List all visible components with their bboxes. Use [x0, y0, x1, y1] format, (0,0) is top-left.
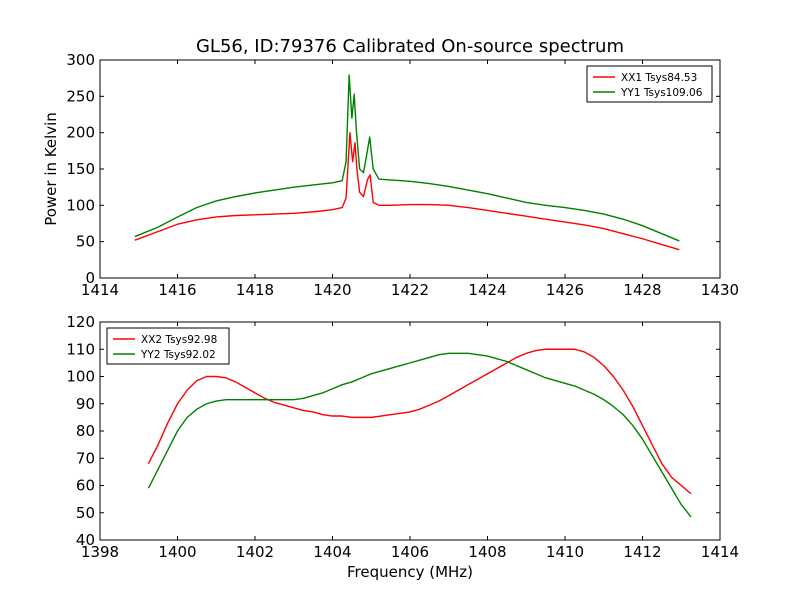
bottom-chart-y-tick-label: 110 — [66, 340, 95, 358]
bottom-chart-legend-label-1: XX2 Tsys92.98 — [141, 334, 217, 346]
top-chart-x-tick-label: 1418 — [236, 281, 274, 299]
top-chart-legend-label-1: XX1 Tsys84.53 — [621, 72, 697, 84]
bottom-chart-legend-box — [106, 327, 230, 365]
bottom-chart-x-tick-label: 1398 — [81, 543, 119, 561]
bottom-chart-panel: 1398 1400 1402 1404 1406 1408 1410 1412 1414 40 50… — [66, 313, 739, 561]
bottom-chart-series-line-2 — [147, 352, 692, 518]
top-chart-y-axis-label: Power in Kelvin — [42, 112, 60, 226]
top-chart-x-tick-label: 1426 — [546, 281, 584, 299]
bottom-chart-y-tick-label: 40 — [76, 531, 95, 549]
top-chart-x-tick-label: 1424 — [468, 281, 506, 299]
top-chart-y-tick-label: 0 — [85, 269, 95, 287]
top-chart-y-tick-label: 300 — [66, 51, 95, 69]
top-chart-x-tick-label: 1416 — [158, 281, 196, 299]
top-chart-y-tick-label: 150 — [66, 160, 95, 178]
bottom-chart-x-axis-label: Frequency (MHz) — [347, 563, 473, 581]
bottom-chart-x-tick-label: 1406 — [391, 543, 429, 561]
bottom-chart-series-line-1 — [147, 348, 692, 495]
bottom-chart-y-tick-label: 60 — [76, 477, 95, 495]
bottom-chart-x-tick-label: 1404 — [313, 543, 351, 561]
bottom-chart-x-tick-label: 1414 — [701, 543, 739, 561]
top-chart-panel: 1414 1416 1418 1420 1422 1424 1426 1428 1430 0 50 1… — [66, 51, 739, 299]
bottom-chart-x-tick-label: 1402 — [236, 543, 274, 561]
bottom-chart-y-tick-label: 50 — [76, 504, 95, 522]
top-chart-x-tick-label: 1414 — [81, 281, 119, 299]
top-chart-y-tick-label: 50 — [76, 233, 95, 251]
top-chart-series-line-1 — [134, 131, 680, 251]
top-chart-x-tick-label: 1422 — [391, 281, 429, 299]
bottom-chart-x-tick-label: 1410 — [546, 543, 584, 561]
top-chart-legend-box — [586, 65, 713, 103]
top-chart-legend: XX1 Tsys84.53 YY1 Tsys109.06 — [586, 65, 713, 103]
bottom-chart-y-tick-label: 70 — [76, 449, 95, 467]
top-chart-x-tick-label: 1430 — [701, 281, 739, 299]
top-chart-x-tick-label: 1420 — [313, 281, 351, 299]
top-chart-series-line-2 — [134, 74, 680, 242]
top-chart-title: GL56, ID:79376 Calibrated On-source spec… — [196, 36, 624, 57]
bottom-chart-legend: XX2 Tsys92.98 YY2 Tsys92.02 — [106, 327, 230, 365]
bottom-chart-x-tick-label: 1408 — [468, 543, 506, 561]
bottom-chart-legend-label-2: YY2 Tsys92.02 — [140, 349, 216, 361]
top-chart-y-tick-label: 100 — [66, 196, 95, 214]
top-chart-y-tick-label: 250 — [66, 87, 95, 105]
bottom-chart-x-tick-label: 1400 — [158, 543, 196, 561]
bottom-chart-x-tick-label: 1412 — [623, 543, 661, 561]
top-chart-y-tick-label: 200 — [66, 124, 95, 142]
bottom-chart-y-tick-label: 80 — [76, 422, 95, 440]
top-chart-x-tick-label: 1428 — [623, 281, 661, 299]
bottom-chart-y-tick-label: 100 — [66, 368, 95, 386]
bottom-chart-y-tick-label: 120 — [66, 313, 95, 331]
bottom-chart-y-tick-label: 90 — [76, 395, 95, 413]
top-chart-legend-label-2: YY1 Tsys109.06 — [620, 87, 703, 99]
